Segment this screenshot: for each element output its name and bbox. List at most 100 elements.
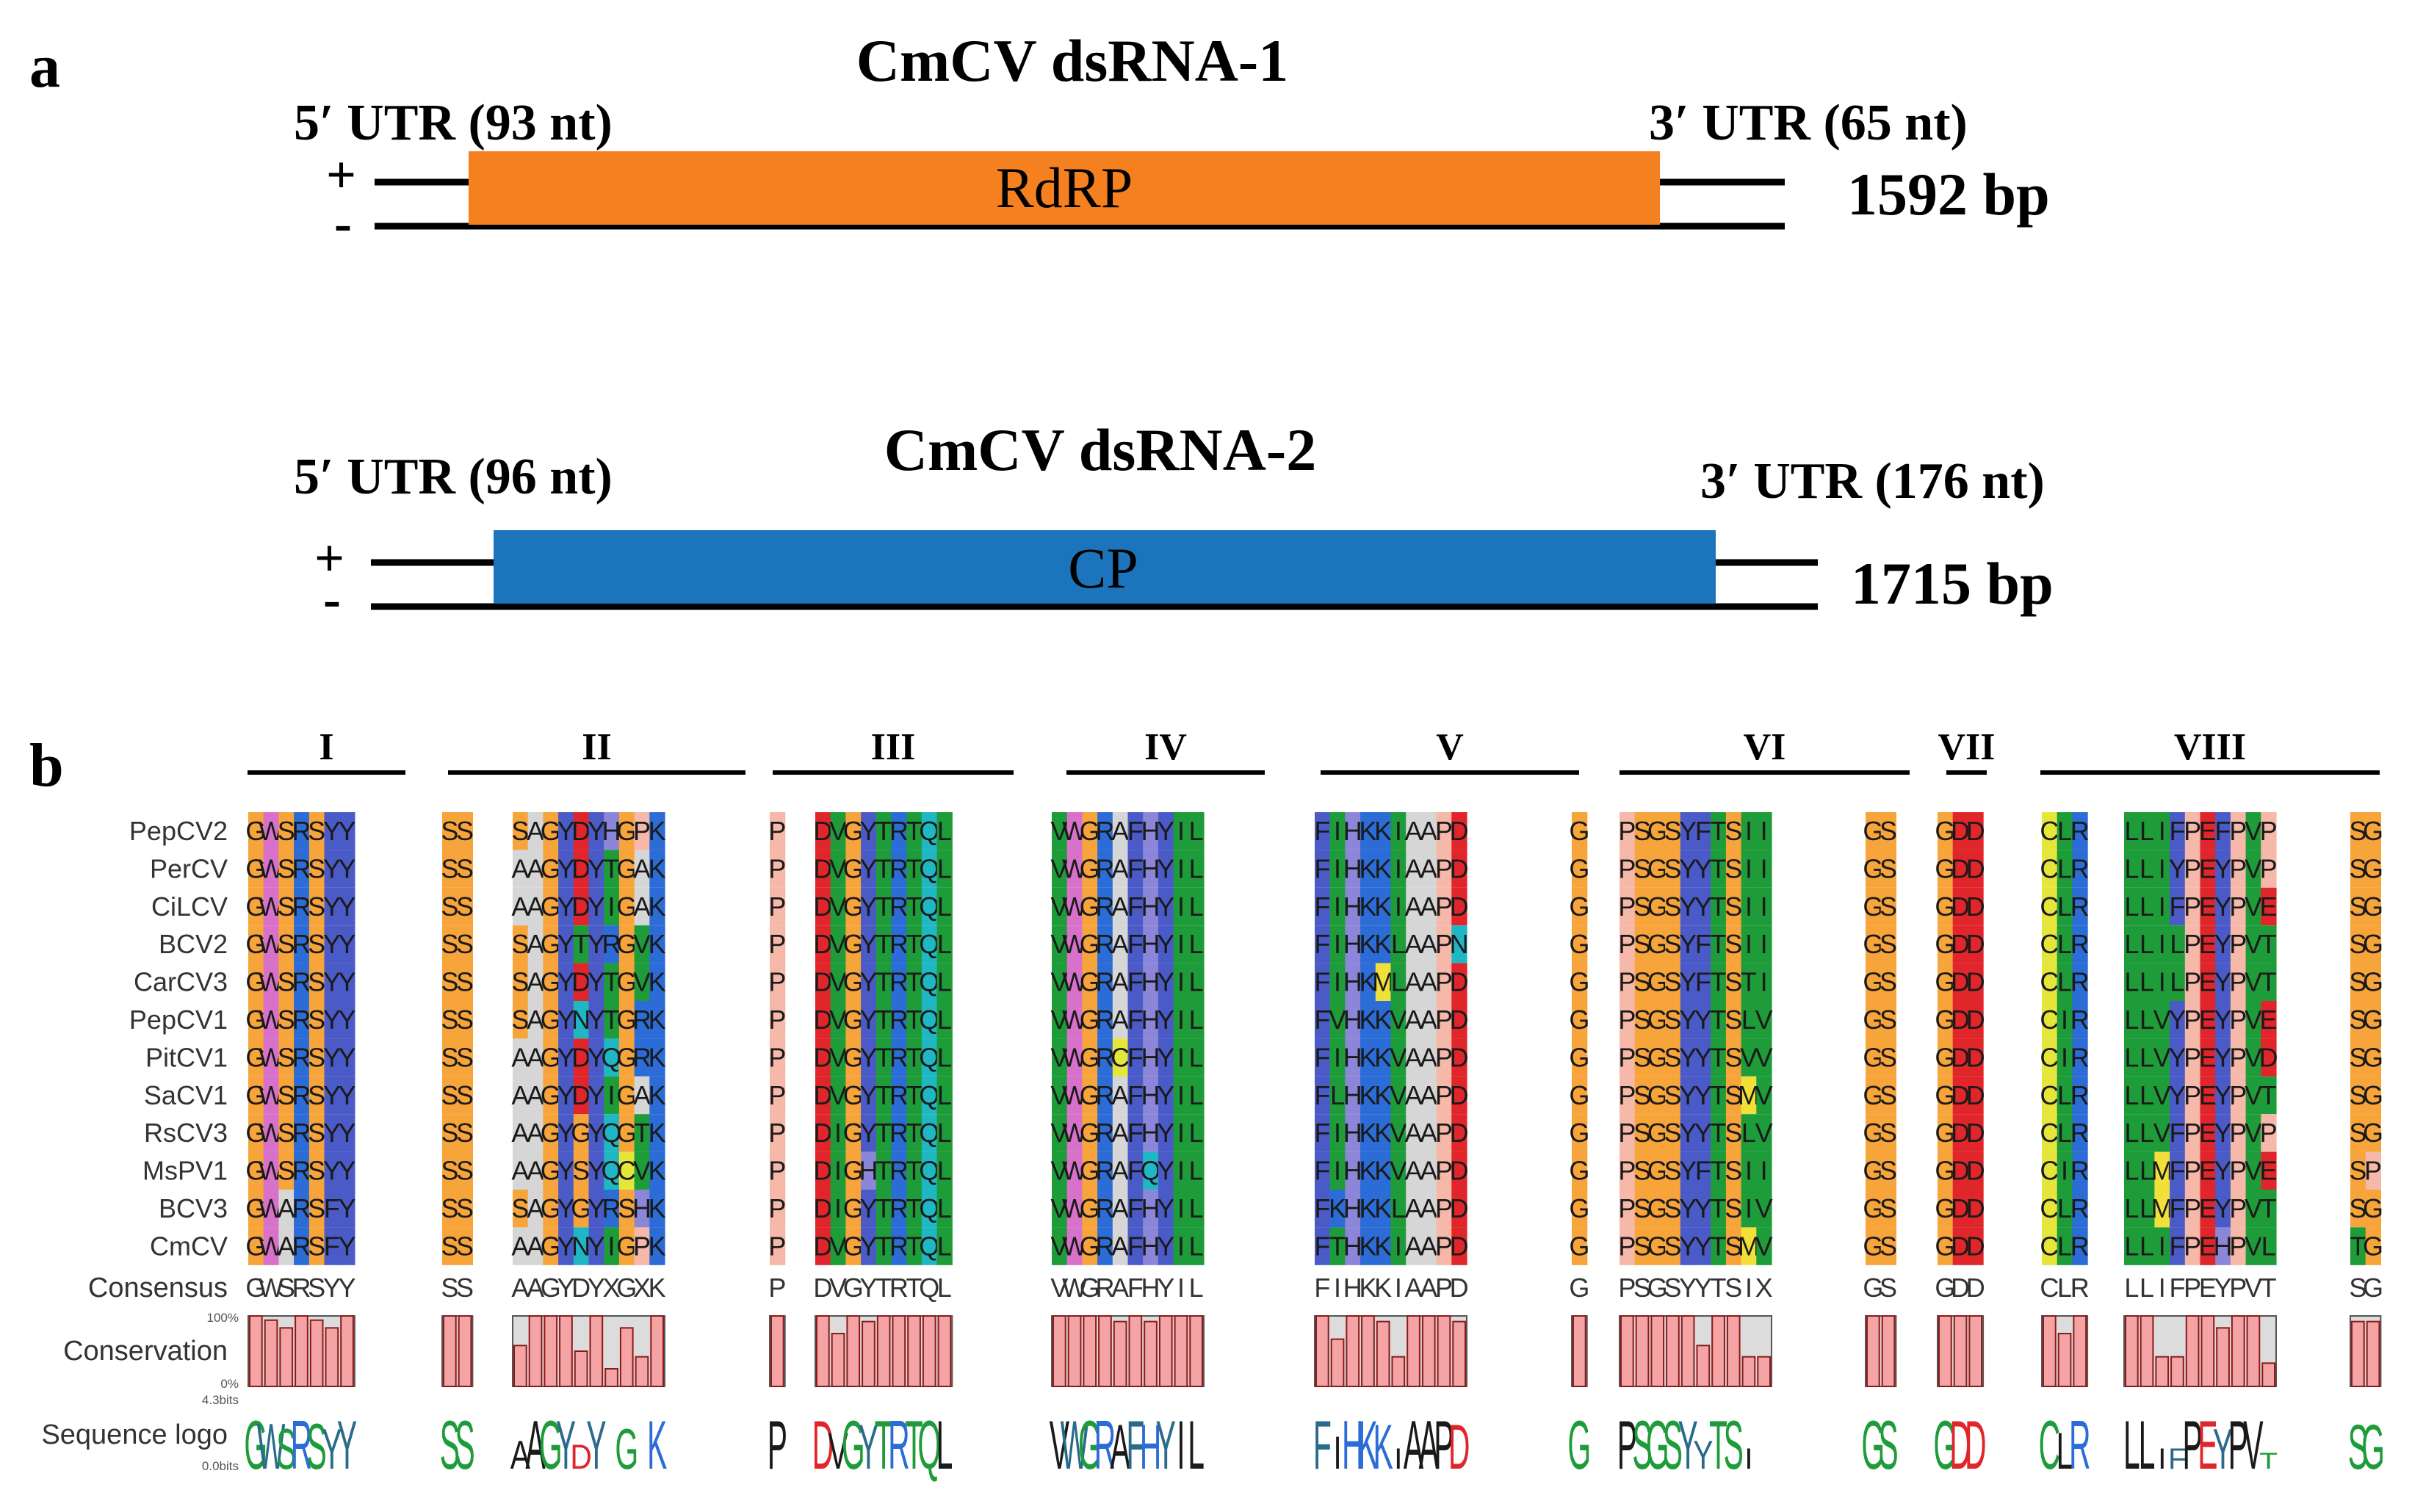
residue-letter: K	[649, 816, 666, 846]
residue-letter: I	[1334, 816, 1341, 846]
residue-cell	[1375, 812, 1392, 850]
residue-letter: S	[441, 1080, 458, 1110]
residue-cell	[875, 1076, 892, 1115]
residue-cell	[1143, 1190, 1159, 1228]
residue-letter: V	[1390, 1005, 1407, 1035]
consensus-letter: T	[906, 1273, 922, 1303]
logo-letter: A	[1404, 1407, 1424, 1484]
residue-letter: G	[2363, 929, 2383, 959]
residue-cell	[1158, 812, 1174, 850]
residue-cell	[906, 1227, 922, 1265]
residue-cell	[861, 963, 877, 1001]
residue-cell	[1082, 1038, 1098, 1077]
residue-cell	[618, 1076, 635, 1115]
residue-letter: G	[245, 1231, 266, 1261]
residue-cell	[1097, 1227, 1113, 1265]
residue-letter: G	[541, 1231, 561, 1261]
residue-letter: I	[1395, 1231, 1402, 1261]
residue-letter: T	[875, 1156, 892, 1186]
residue-cell	[845, 1038, 862, 1077]
residue-cell	[815, 887, 831, 926]
residue-cell	[1158, 1190, 1174, 1228]
residue-letter: G	[1935, 967, 1955, 997]
residue-letter: I	[2159, 891, 2166, 922]
residue-cell	[1329, 1114, 1346, 1152]
residue-cell	[294, 812, 310, 850]
residue-cell	[1725, 1227, 1742, 1265]
residue-letter: K	[1374, 816, 1392, 846]
residue-letter: F	[1127, 891, 1144, 922]
residue-cell	[1695, 925, 1711, 963]
residue-letter: D	[1951, 891, 1970, 922]
residue-letter: G	[1569, 816, 1589, 846]
residue-letter: K	[1359, 1156, 1376, 1186]
residue-letter: L	[937, 1005, 952, 1035]
residue-cell	[513, 1114, 529, 1152]
residue-cell	[1680, 850, 1697, 888]
residue-cell	[861, 850, 877, 888]
residue-letter: F	[324, 1231, 340, 1261]
motif-header: III	[871, 726, 916, 768]
residue-letter: Y	[339, 1193, 356, 1223]
residue-letter: Y	[557, 891, 574, 922]
consensus-letter: I	[1177, 1273, 1185, 1303]
residue-letter: A	[1405, 891, 1423, 922]
conservation-bar	[513, 1345, 527, 1387]
residue-letter: S	[441, 1005, 458, 1035]
residue-cell	[1143, 1151, 1159, 1190]
residue-letter: V	[1755, 1080, 1773, 1110]
residue-cell	[1188, 1001, 1205, 1039]
residue-letter: R	[889, 1005, 909, 1035]
residue-cell	[527, 1190, 544, 1228]
residue-letter: Y	[339, 929, 356, 959]
residue-letter: Y	[588, 967, 605, 997]
consensus-letter: A	[527, 1273, 544, 1303]
residue-cell	[527, 925, 544, 963]
residue-cell	[1315, 887, 1331, 926]
conservation-bar	[1158, 1315, 1173, 1387]
residue-letter: I	[1745, 853, 1752, 883]
residue-letter: D	[1450, 891, 1469, 922]
residue-cell	[1620, 1038, 1636, 1077]
residue-letter: D	[1966, 853, 1985, 883]
residue-cell	[1143, 1227, 1159, 1265]
residue-letter: A	[511, 1231, 529, 1261]
conservation-bar	[619, 1327, 634, 1387]
residue-cell	[1952, 812, 1968, 850]
conservation-bar	[2366, 1320, 2380, 1388]
residue-letter: K	[649, 967, 666, 997]
residue-letter: A	[1405, 1118, 1423, 1148]
residue-letter: S	[278, 1118, 295, 1148]
residue-cell	[1952, 1038, 1968, 1077]
residue-cell	[861, 1076, 877, 1115]
residue-letter: I	[608, 1231, 615, 1261]
residue-letter: S	[308, 816, 325, 846]
residue-cell	[830, 963, 846, 1001]
residue-letter: P	[1435, 1118, 1453, 1148]
residue-cell	[1725, 850, 1742, 888]
residue-letter: A	[1420, 1193, 1437, 1223]
residue-cell	[294, 1001, 310, 1039]
residue-letter: Y	[323, 1042, 341, 1072]
residue-letter: G	[245, 1193, 266, 1223]
residue-letter: P	[1618, 1005, 1636, 1035]
residue-letter: I	[1334, 929, 1341, 959]
residue-cell	[1436, 850, 1452, 888]
residue-letter: F	[1127, 967, 1144, 997]
residue-letter: D	[813, 1118, 832, 1148]
residue-cell	[558, 1190, 574, 1228]
residue-letter: G	[616, 1005, 637, 1035]
residue-letter: D	[571, 816, 591, 846]
residue-cell	[1572, 887, 1588, 926]
residue-cell	[815, 1151, 831, 1190]
residue-cell	[1952, 1076, 1968, 1115]
residue-cell	[815, 1001, 831, 1039]
residue-letter: P	[768, 1080, 786, 1110]
residue-cell	[1375, 887, 1392, 926]
residue-cell	[263, 887, 279, 926]
residue-letter: D	[1450, 967, 1469, 997]
residue-letter: R	[1095, 1193, 1114, 1223]
residue-cell	[308, 1114, 325, 1152]
residue-letter: G	[616, 816, 637, 846]
